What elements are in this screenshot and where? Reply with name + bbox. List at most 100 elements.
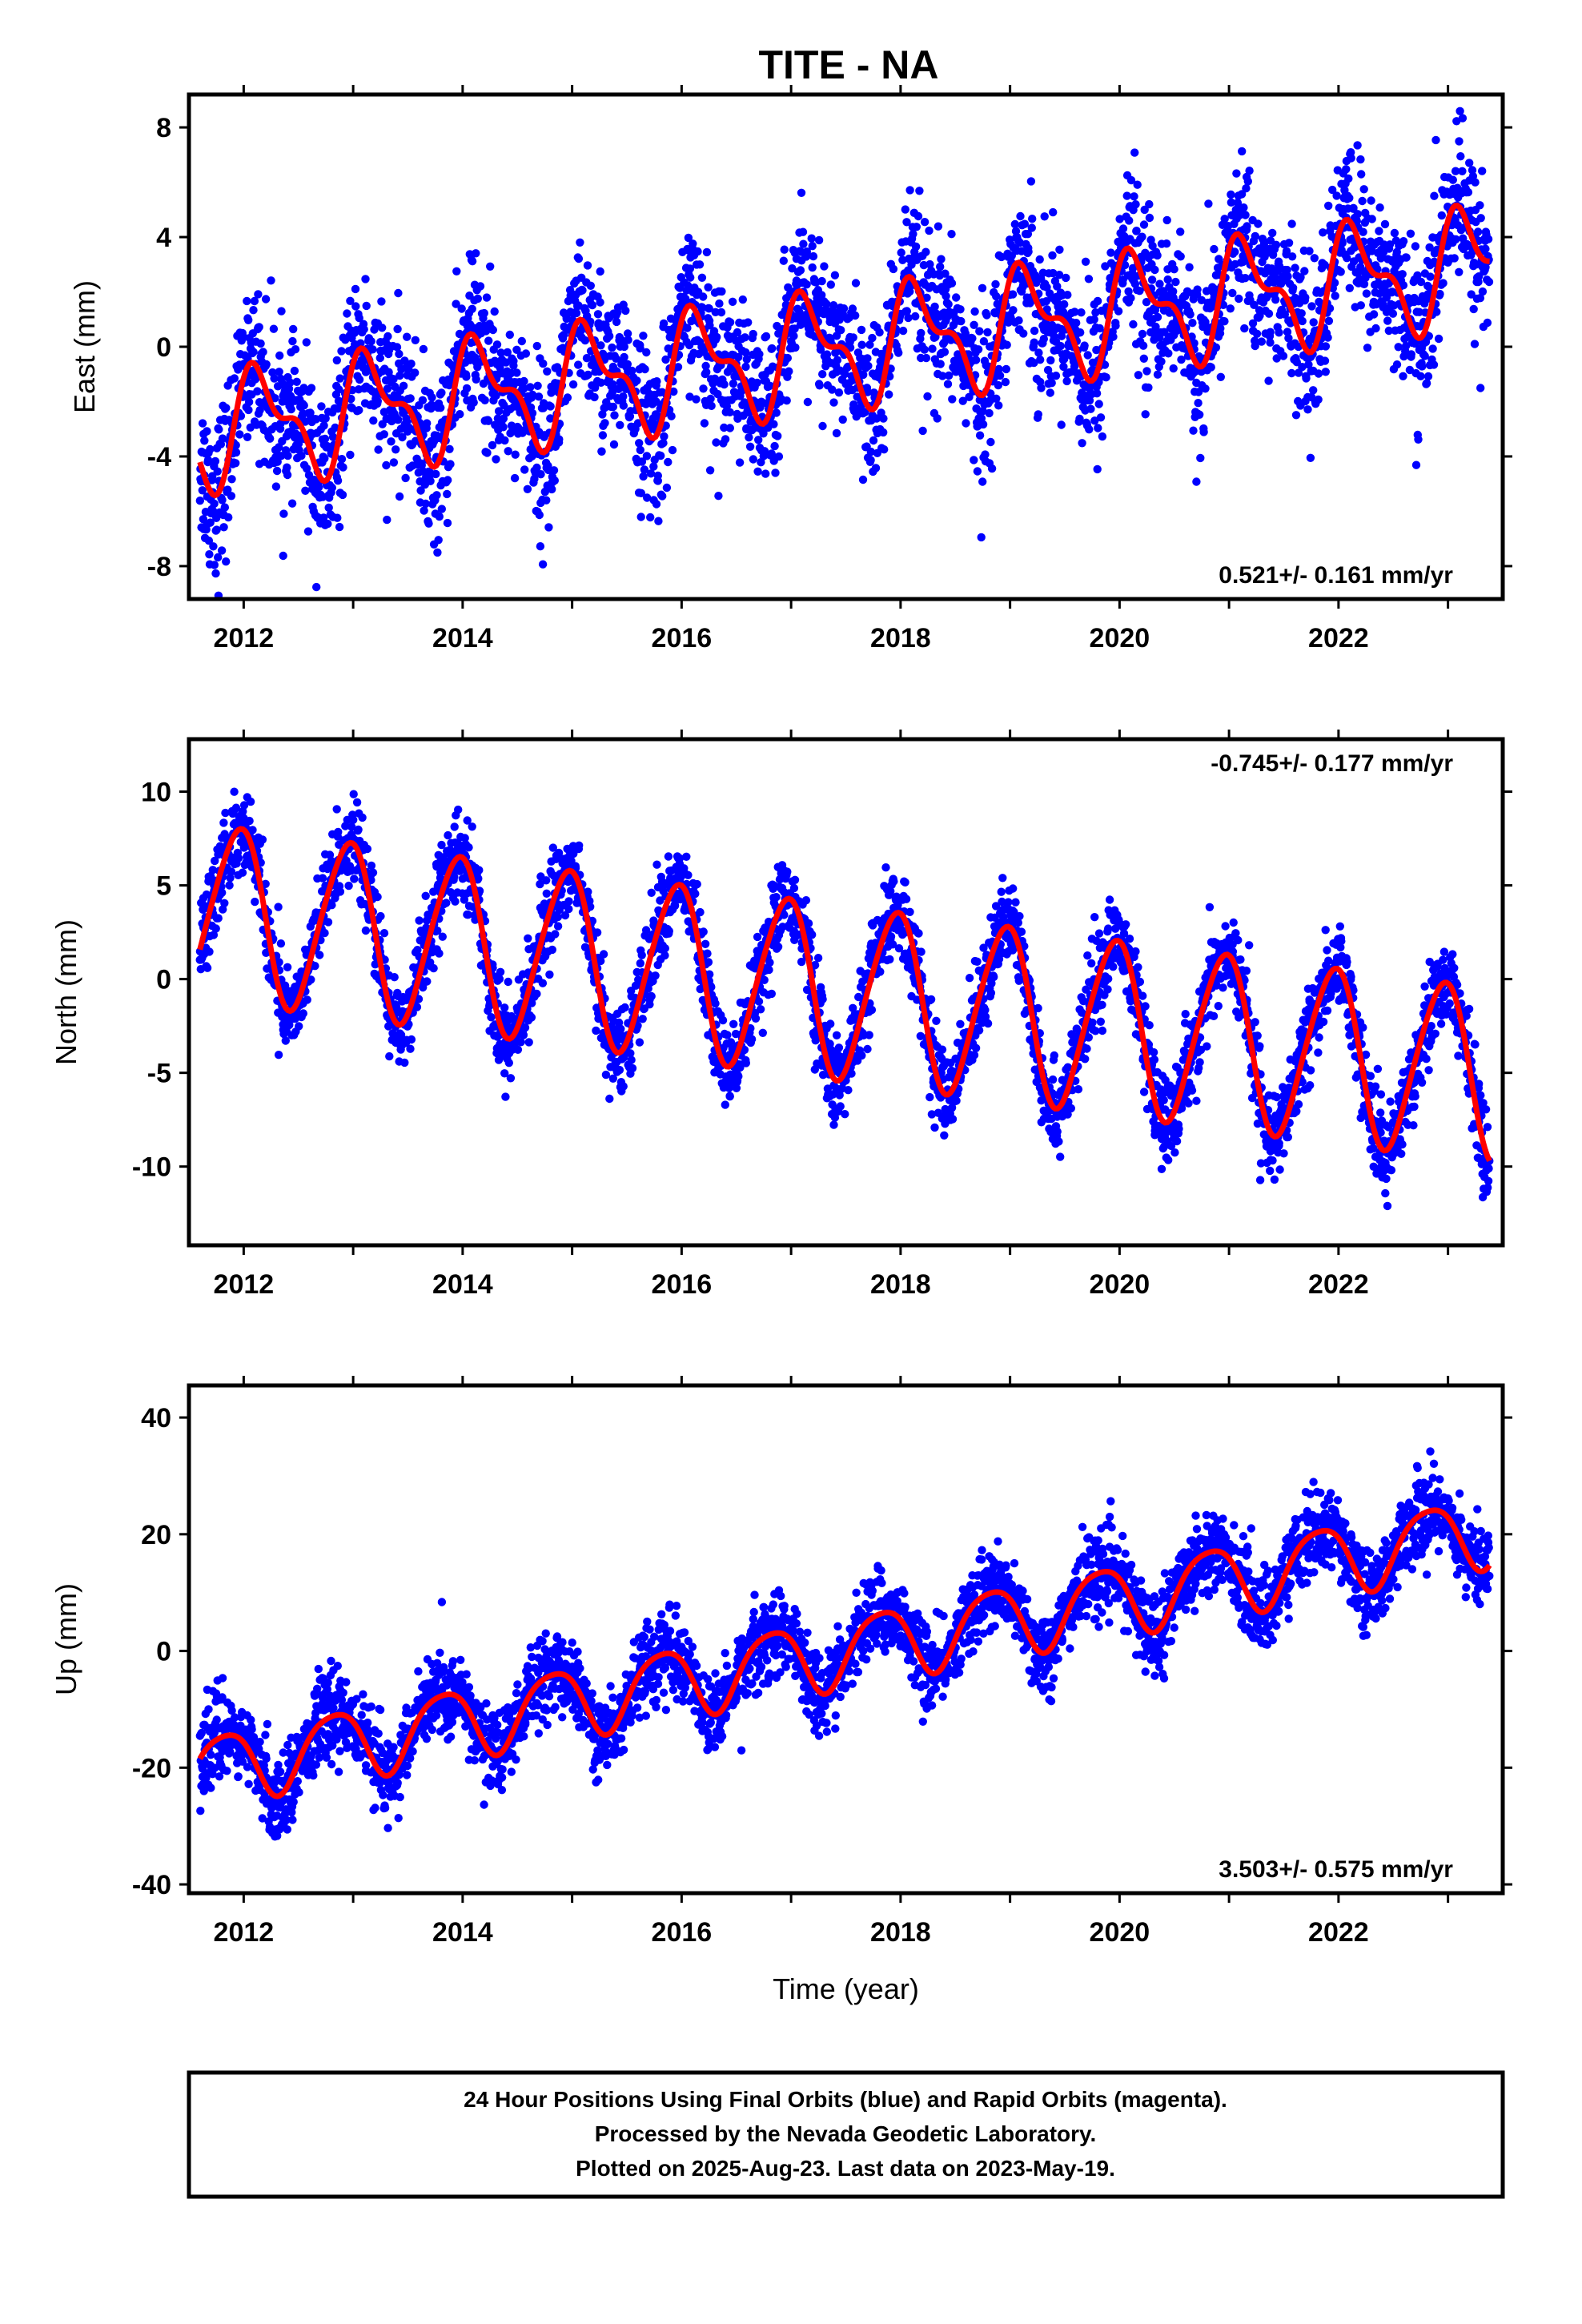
data-point: [1169, 287, 1178, 296]
data-point: [1476, 214, 1485, 223]
data-point: [1171, 277, 1180, 287]
data-point: [1185, 263, 1194, 271]
data-point: [1307, 302, 1316, 311]
data-point: [1243, 222, 1251, 231]
data-point: [256, 339, 265, 348]
data-point: [379, 929, 389, 938]
data-point: [1356, 155, 1365, 164]
data-point: [1053, 282, 1062, 291]
data-point: [1072, 319, 1081, 328]
data-point: [1347, 154, 1355, 163]
data-point: [712, 438, 721, 447]
data-point: [820, 262, 829, 271]
data-point: [720, 423, 729, 432]
data-point: [1130, 148, 1139, 157]
data-point: [1134, 371, 1143, 380]
data-point: [1392, 247, 1402, 256]
data-point: [1356, 301, 1366, 310]
data-point: [741, 362, 750, 372]
data-point: [433, 927, 442, 935]
data-point: [788, 264, 797, 273]
data-point: [1165, 308, 1174, 317]
data-point: [1314, 395, 1323, 404]
data-point: [516, 1038, 525, 1047]
data-point: [512, 368, 521, 377]
data-point: [1284, 239, 1294, 247]
data-point: [779, 256, 788, 265]
data-point: [1287, 368, 1296, 378]
data-point: [994, 380, 1003, 390]
data-point: [283, 451, 292, 460]
data-point: [796, 266, 805, 275]
data-point: [1411, 242, 1420, 251]
data-point: [1359, 227, 1367, 236]
data-point: [1420, 352, 1429, 360]
data-point: [948, 395, 957, 404]
data-point: [1283, 271, 1292, 281]
data-point: [1455, 267, 1464, 276]
data-point: [521, 349, 531, 358]
data-point: [274, 1051, 283, 1059]
data-point: [500, 1069, 509, 1078]
data-point: [1129, 320, 1138, 329]
data-point: [1407, 350, 1416, 359]
data-point: [1264, 309, 1274, 318]
data-point: [205, 550, 214, 559]
data-point: [450, 872, 459, 882]
data-point: [979, 337, 989, 346]
data-point: [375, 353, 384, 363]
data-point: [1049, 268, 1058, 278]
data-point: [1142, 298, 1151, 307]
data-point: [772, 408, 781, 417]
data-point: [807, 234, 816, 243]
data-point: [957, 316, 966, 326]
data-point: [646, 469, 656, 478]
data-point: [320, 434, 330, 444]
data-point: [284, 384, 294, 393]
data-point: [841, 369, 849, 379]
data-point: [1271, 296, 1280, 304]
data-point: [816, 345, 825, 354]
data-point: [315, 951, 324, 959]
data-point: [1388, 309, 1398, 318]
data-point: [255, 323, 263, 332]
data-point: [1259, 237, 1269, 246]
data-point: [436, 404, 445, 412]
data-point: [1026, 177, 1036, 186]
data-point: [894, 348, 903, 357]
data-point: [412, 1003, 422, 1011]
data-point: [332, 805, 341, 814]
data-point: [580, 336, 590, 345]
data-point: [429, 963, 438, 973]
data-point: [231, 440, 240, 450]
data-point: [249, 306, 258, 315]
data-point: [1020, 219, 1030, 228]
data-point: [933, 414, 942, 423]
data-point: [218, 496, 227, 505]
data-point: [608, 343, 616, 352]
data-point: [1147, 275, 1157, 284]
data-point: [636, 489, 645, 497]
data-point: [986, 437, 995, 447]
data-point: [770, 441, 779, 451]
data-point: [544, 523, 553, 532]
data-point: [450, 822, 459, 831]
data-point: [227, 475, 236, 484]
data-point: [817, 276, 826, 286]
data-point: [620, 352, 628, 362]
data-point: [652, 860, 661, 869]
data-point: [1063, 291, 1072, 300]
data-point: [774, 452, 784, 461]
data-point: [494, 407, 504, 416]
data-point: [203, 427, 211, 436]
data-point: [511, 450, 520, 459]
data-point: [741, 348, 750, 357]
data-point: [277, 307, 286, 316]
data-point: [794, 314, 803, 324]
data-point: [809, 251, 818, 261]
data-point: [608, 380, 617, 389]
data-point: [1471, 178, 1480, 187]
data-point: [468, 257, 477, 266]
data-point: [584, 887, 592, 896]
